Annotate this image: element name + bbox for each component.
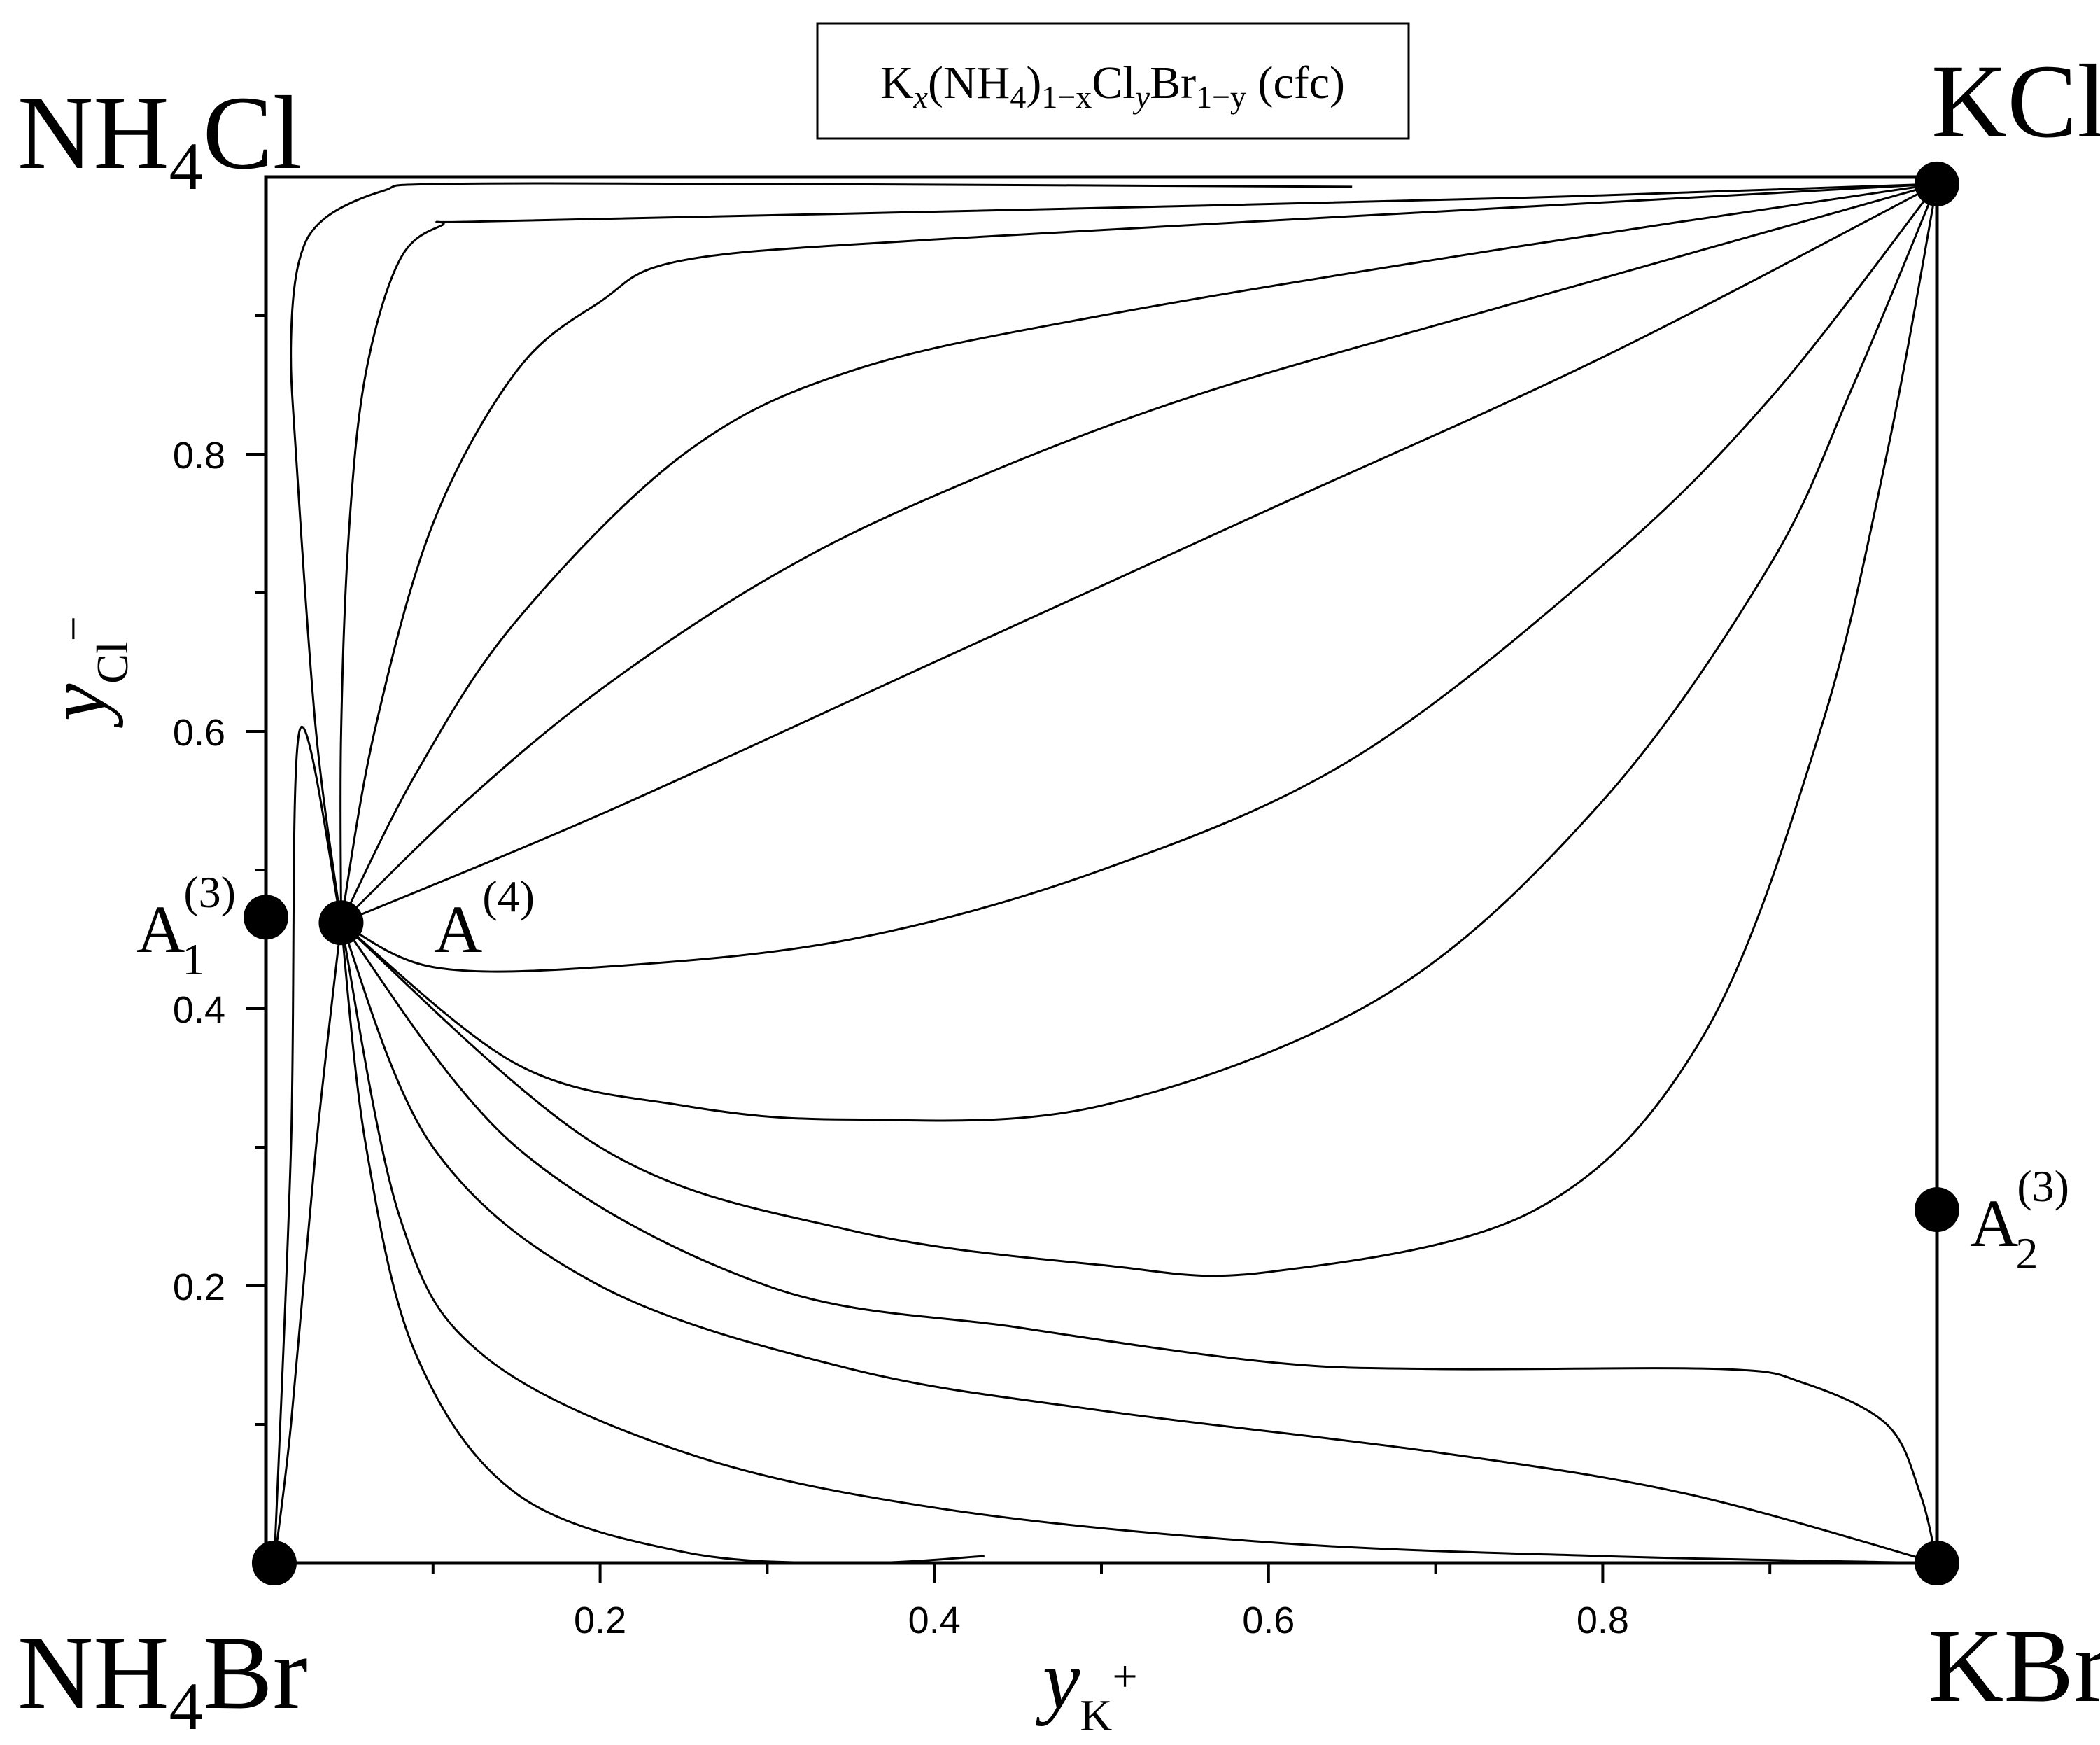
corner-label-nh4cl: NH4Cl bbox=[17, 75, 302, 204]
marker-KCl-node bbox=[1915, 161, 1959, 206]
x-tick-label-2: 0.6 bbox=[1242, 1599, 1295, 1641]
title-box: Kx(NH4)1−xClyBr1−y (cfc) bbox=[816, 22, 1410, 140]
curve-13 bbox=[340, 923, 985, 1564]
marker-A(4) bbox=[318, 900, 364, 946]
corner-label-nh4br: NH4Br bbox=[17, 1615, 308, 1744]
chart-title: Kx(NH4)1−xClyBr1−y (cfc) bbox=[880, 57, 1345, 115]
curve-14 bbox=[273, 923, 342, 1564]
curve-5 bbox=[340, 183, 1938, 924]
x-tick-label-1: 0.4 bbox=[908, 1599, 961, 1641]
curve-3 bbox=[340, 183, 1938, 923]
x-tick-label-3: 0.8 bbox=[1577, 1599, 1629, 1641]
y-tick-label-2: 0.6 bbox=[173, 712, 225, 754]
curve-11 bbox=[340, 922, 1938, 1564]
curve-7 bbox=[340, 183, 1938, 973]
x-tick-label-0: 0.2 bbox=[574, 1599, 626, 1641]
marker-A2(3) bbox=[1915, 1187, 1959, 1233]
curve-4 bbox=[340, 183, 1938, 923]
curve-8 bbox=[340, 183, 1938, 1122]
y-tick-label-3: 0.8 bbox=[173, 435, 225, 477]
y-axis-label: yCl− bbox=[30, 616, 137, 729]
curve-15 bbox=[273, 725, 342, 1564]
corner-label-kcl: KCl bbox=[1931, 43, 2100, 160]
curve-10 bbox=[340, 922, 1938, 1564]
curve-12 bbox=[340, 922, 1938, 1564]
axis-ticks bbox=[246, 314, 1772, 1583]
marker-NH4Br-node bbox=[251, 1541, 297, 1585]
corner-label-kbr: KBr bbox=[1928, 1608, 2100, 1724]
point-label-a1-3: A1(3) bbox=[136, 867, 236, 984]
x-axis-label: yK+ bbox=[1035, 1633, 1138, 1740]
point-label-a-4: A(4) bbox=[434, 871, 535, 967]
marker-A1(3) bbox=[244, 895, 288, 940]
axis-tick-labels: 0.2 0.4 0.6 0.8 0.2 0.4 0.6 0.8 bbox=[173, 435, 1629, 1641]
curve-1 bbox=[290, 182, 1353, 923]
curves bbox=[273, 182, 1938, 1564]
marker-KBr-node bbox=[1915, 1541, 1959, 1585]
curve-2 bbox=[339, 183, 1938, 923]
title-border bbox=[816, 22, 1410, 140]
point-markers bbox=[244, 161, 1959, 1585]
y-tick-label-1: 0.4 bbox=[173, 989, 225, 1031]
point-label-a2-3: A2(3) bbox=[1970, 1161, 2069, 1278]
curve-6 bbox=[340, 183, 1938, 924]
curve-9 bbox=[340, 183, 1938, 1277]
y-tick-label-0: 0.2 bbox=[173, 1266, 225, 1308]
